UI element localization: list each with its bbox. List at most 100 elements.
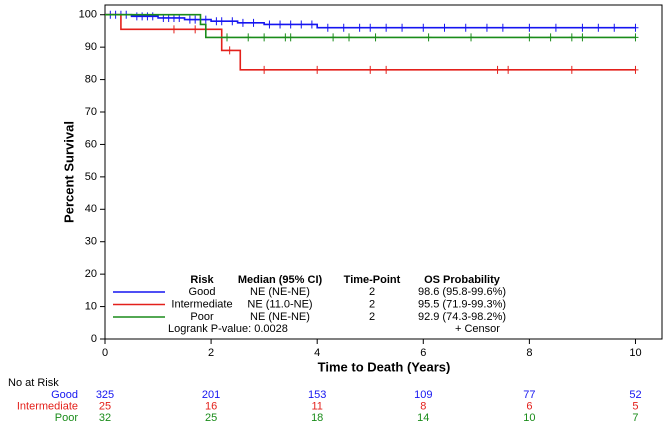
censor-mark xyxy=(372,33,379,42)
censor-mark xyxy=(441,23,448,32)
censor-mark xyxy=(367,65,374,74)
censor-mark xyxy=(330,33,337,42)
censor-mark xyxy=(399,23,406,32)
censor-mark xyxy=(229,17,236,26)
legend-cell: NE (NE-NE) xyxy=(250,311,310,323)
censor-mark xyxy=(483,23,490,32)
censor-mark xyxy=(250,18,257,27)
risk-row-name: Good xyxy=(51,389,78,401)
censor-mark xyxy=(261,65,268,74)
censor-mark xyxy=(224,33,231,42)
censor-mark xyxy=(186,15,193,24)
censor-mark xyxy=(340,23,347,32)
censor-mark xyxy=(595,23,602,32)
censor-mark xyxy=(218,17,225,26)
risk-count: 10 xyxy=(523,412,535,424)
censor-mark xyxy=(632,23,639,32)
legend-cell: NE (NE-NE) xyxy=(250,286,310,298)
censor-mark xyxy=(192,15,199,24)
censor-mark xyxy=(261,33,268,42)
legend-cell: 95.5 (71.9-99.3%) xyxy=(418,298,506,310)
censor-mark xyxy=(568,33,575,42)
censor-mark xyxy=(552,23,559,32)
y-tick-label: 100 xyxy=(79,9,97,21)
censor-mark xyxy=(213,17,220,26)
legend-header: Risk xyxy=(190,274,214,286)
risk-count: 8 xyxy=(420,400,426,412)
censor-mark xyxy=(266,20,273,29)
legend-header: OS Probability xyxy=(424,274,501,286)
censor-mark xyxy=(356,23,363,32)
legend-cell: NE (11.0-NE) xyxy=(247,298,312,310)
censor-mark xyxy=(632,33,639,42)
survival-curve xyxy=(105,13,636,39)
censor-mark xyxy=(170,25,177,34)
y-tick-label: 20 xyxy=(85,268,97,280)
censor-mark xyxy=(579,33,586,42)
plot-frame xyxy=(104,4,663,340)
censor-mark xyxy=(239,18,246,27)
censor-mark xyxy=(383,65,390,74)
risk-count: 25 xyxy=(205,412,217,424)
censor-mark xyxy=(632,65,639,74)
y-tick-label: 50 xyxy=(85,171,97,183)
y-axis-label: Percent Survival xyxy=(61,121,76,223)
legend-header: Median (95% CI) xyxy=(238,274,323,286)
censor-mark xyxy=(308,20,315,29)
censor-mark xyxy=(287,20,294,29)
risk-count: 7 xyxy=(632,412,638,424)
censor-mark xyxy=(499,23,506,32)
legend-cell: Poor xyxy=(190,311,214,323)
censor-mark xyxy=(468,33,475,42)
risk-count: 16 xyxy=(205,400,217,412)
censor-mark xyxy=(526,23,533,32)
censor-mark xyxy=(277,20,284,29)
risk-count: 18 xyxy=(311,412,323,424)
censor-legend: + Censor xyxy=(455,323,500,335)
risk-count: 5 xyxy=(632,400,638,412)
risk-count: 77 xyxy=(523,389,535,401)
legend-cell: Intermediate xyxy=(171,298,232,310)
risk-count: 32 xyxy=(99,412,111,424)
risk-count: 11 xyxy=(311,400,322,412)
legend-cell: 2 xyxy=(369,311,375,323)
censor-mark xyxy=(139,12,146,21)
y-tick-label: 40 xyxy=(85,203,97,215)
y-tick-label: 70 xyxy=(85,106,97,118)
x-tick-label: 0 xyxy=(102,347,108,359)
x-tick-label: 2 xyxy=(208,347,214,359)
censor-mark xyxy=(383,23,390,32)
x-tick-label: 4 xyxy=(314,347,320,359)
censor-mark xyxy=(202,15,209,24)
risk-count: 52 xyxy=(629,389,641,401)
y-tick-label: 30 xyxy=(85,236,97,248)
censor-mark xyxy=(282,33,289,42)
censor-mark xyxy=(324,23,331,32)
censor-mark xyxy=(192,25,199,34)
censor-mark xyxy=(245,33,252,42)
censor-mark xyxy=(420,23,427,32)
risk-count: 14 xyxy=(417,412,429,424)
legend-cell: 2 xyxy=(369,298,375,310)
y-tick-label: 90 xyxy=(85,41,97,53)
risk-count: 201 xyxy=(202,389,220,401)
y-tick-label: 80 xyxy=(85,73,97,85)
y-tick-label: 60 xyxy=(85,138,97,150)
risk-row-name: Poor xyxy=(55,412,79,424)
censor-mark xyxy=(133,12,140,21)
censor-mark xyxy=(462,23,469,32)
legend-cell: 92.9 (74.3-98.2%) xyxy=(418,311,506,323)
censor-mark xyxy=(547,33,554,42)
censor-mark xyxy=(494,65,501,74)
x-tick-label: 8 xyxy=(526,347,532,359)
legend-cell: 98.6 (95.8-99.6%) xyxy=(418,286,506,298)
legend-cell: Good xyxy=(189,286,216,298)
censor-mark xyxy=(226,46,233,55)
censor-mark xyxy=(298,20,305,29)
logrank: Logrank P-value: 0.0028 xyxy=(168,323,288,335)
risk-count: 109 xyxy=(414,389,432,401)
legend-header: Time-Point xyxy=(344,274,401,286)
censor-mark xyxy=(611,23,618,32)
survival-curve xyxy=(105,13,636,71)
